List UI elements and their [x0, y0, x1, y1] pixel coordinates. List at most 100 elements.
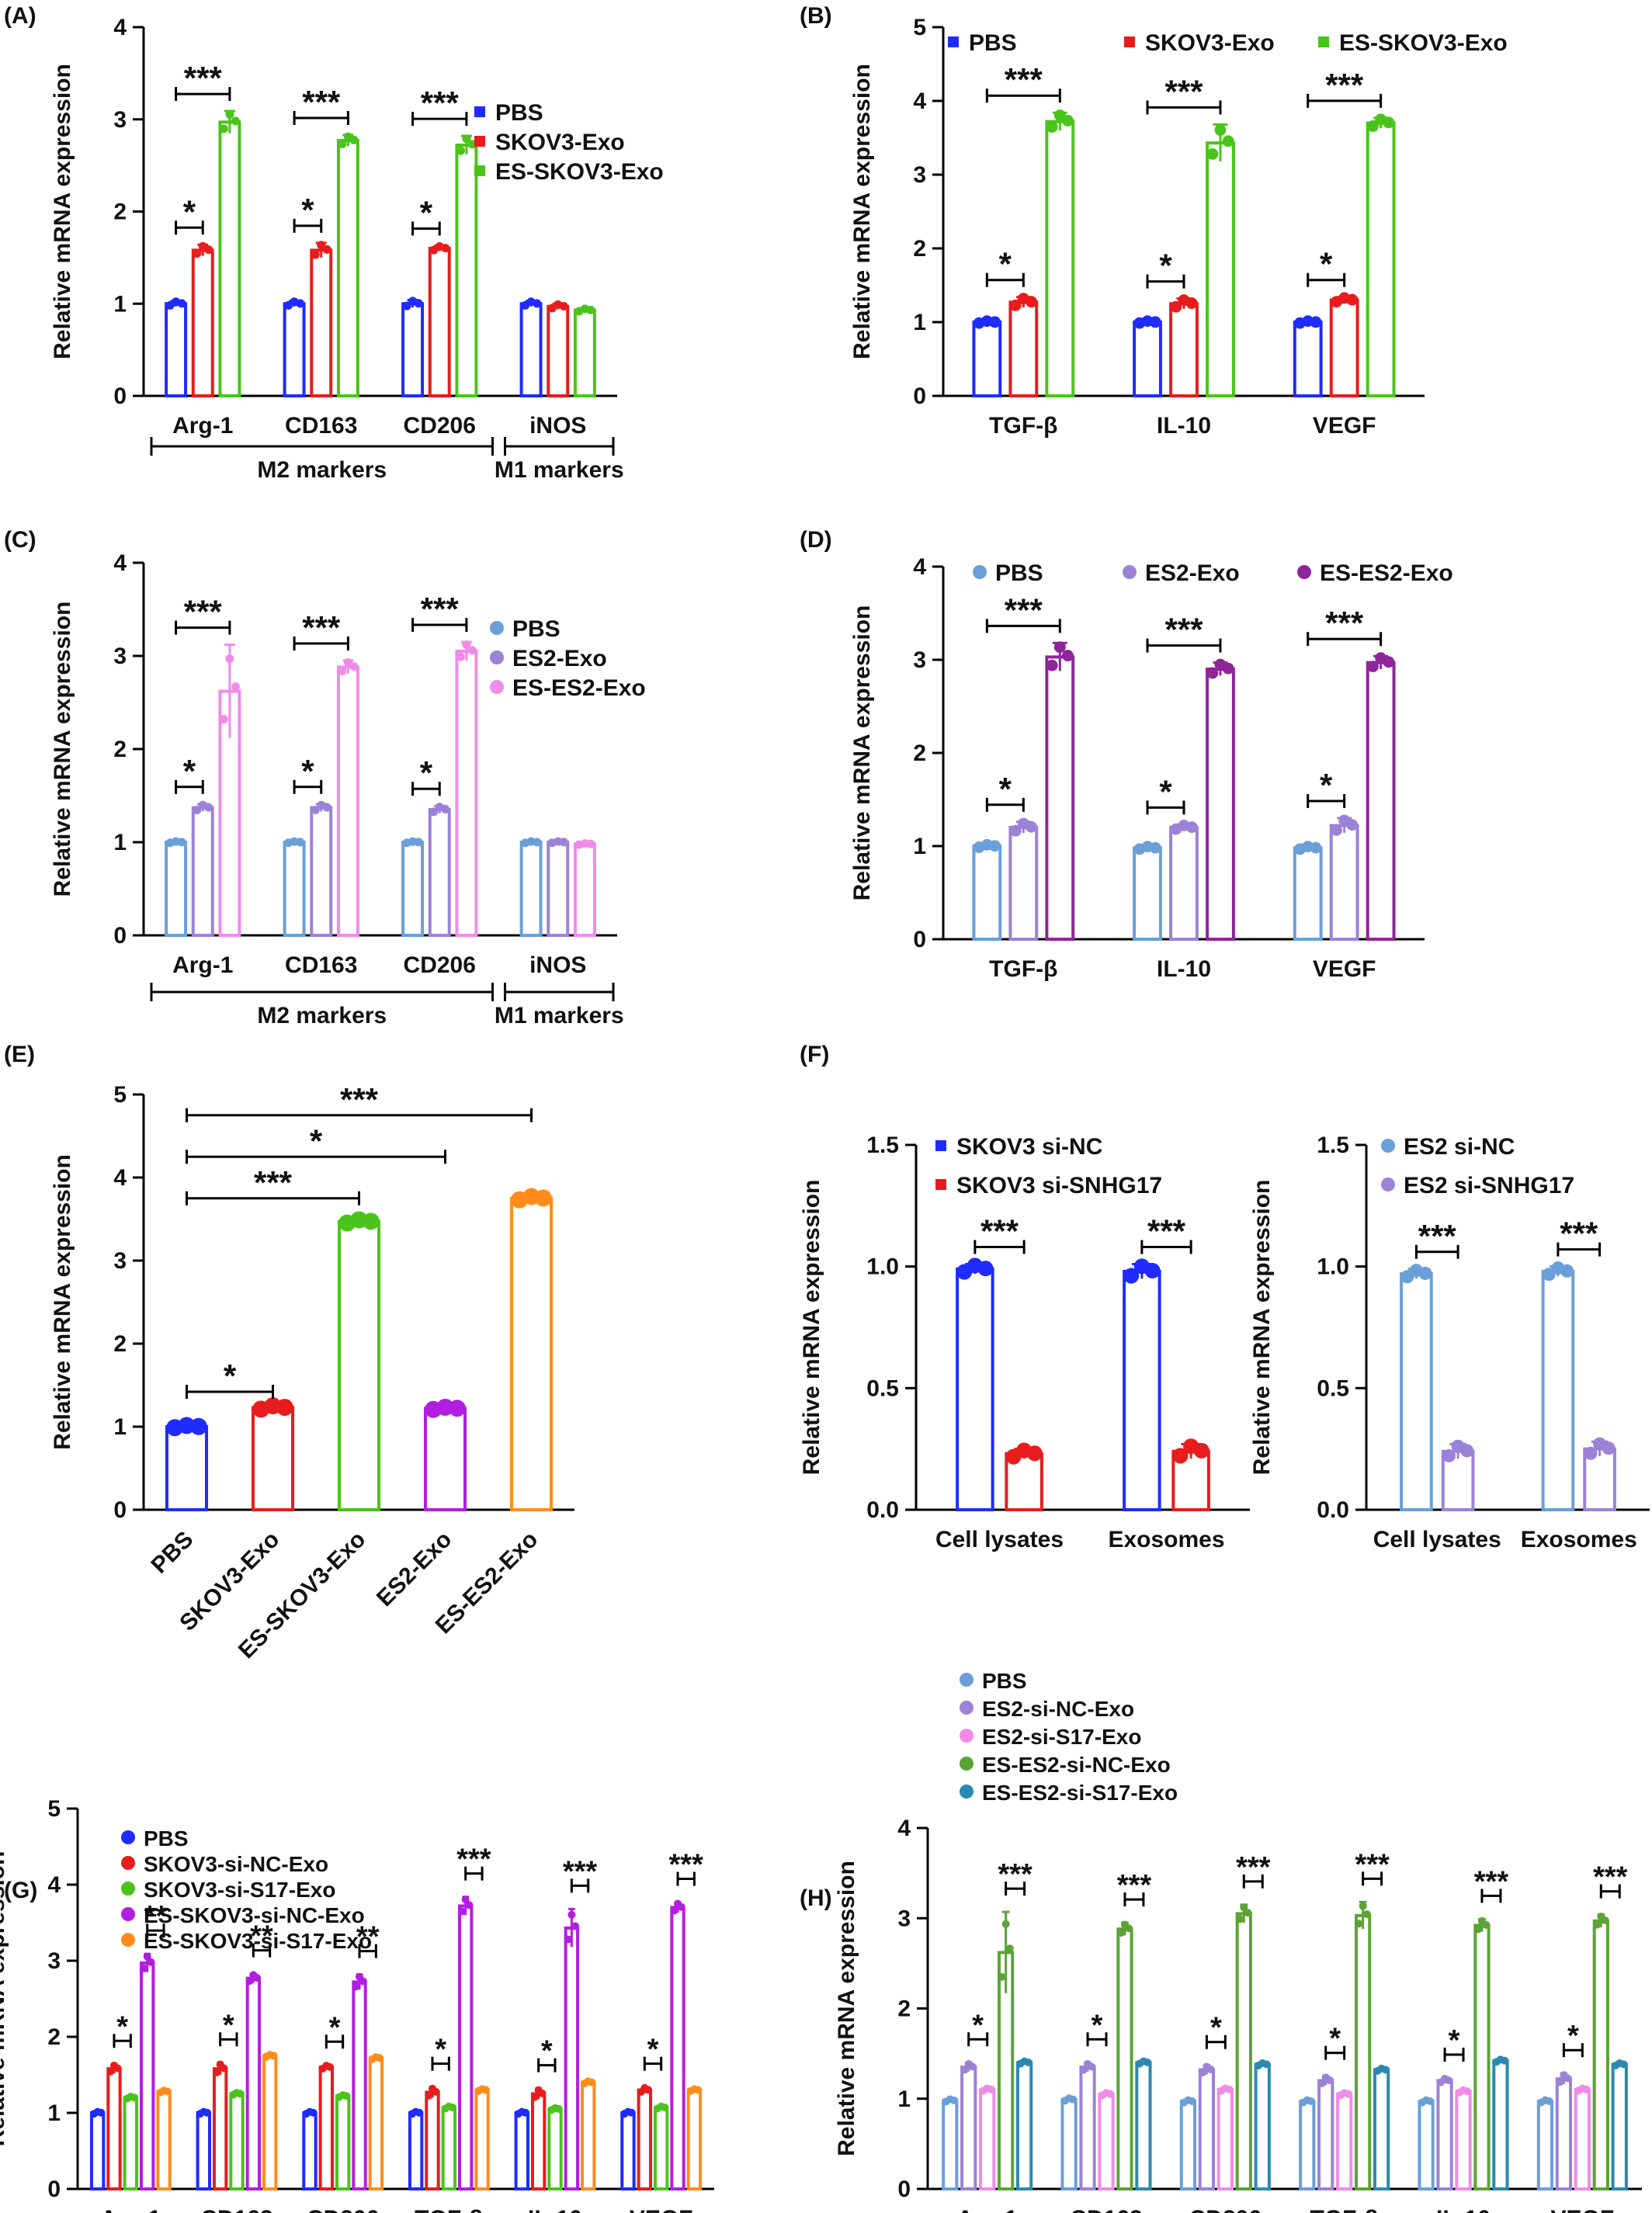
legend-swatch	[490, 650, 504, 664]
data-point	[362, 1212, 380, 1230]
data-point	[1426, 2097, 1435, 2106]
data-point	[1501, 2056, 1509, 2065]
data-point	[534, 1189, 552, 1207]
y-tick-label: 4	[113, 1165, 127, 1191]
bar	[408, 2111, 424, 2190]
sig-label: ***	[254, 1164, 293, 1201]
data-point	[977, 1261, 994, 1277]
y-tick-label: 2	[897, 1996, 911, 2022]
data-point	[441, 805, 450, 814]
data-point	[269, 2052, 278, 2060]
data-point	[338, 139, 347, 148]
x-tick-label: CD206	[307, 2206, 379, 2213]
sig-label: ***	[1355, 1848, 1390, 1881]
data-point	[296, 299, 305, 308]
data-point	[586, 305, 595, 314]
bar	[1592, 1919, 1609, 2191]
legend-label: PBS	[495, 100, 543, 126]
data-point	[359, 1977, 367, 1986]
bar	[1299, 2100, 1316, 2191]
data-point	[432, 2087, 440, 2096]
bar	[1135, 2061, 1152, 2190]
data-point	[1062, 115, 1074, 127]
data-point	[538, 2089, 547, 2097]
data-point	[147, 1958, 155, 1966]
legend-swatch	[960, 1673, 974, 1687]
bar	[1293, 321, 1323, 397]
legend-label: ES-ES2-si-S17-Exo	[982, 1781, 1178, 1805]
data-point	[533, 838, 542, 847]
data-point	[97, 2108, 106, 2117]
x-tick-label: CD163	[285, 952, 357, 978]
y-tick-label: 2	[113, 1331, 127, 1357]
legend-swatch	[1123, 565, 1137, 579]
bar	[581, 2080, 596, 2191]
sig-label: ***	[1164, 612, 1203, 648]
data-point	[1556, 2078, 1564, 2086]
data-point	[414, 299, 423, 308]
legend-swatch	[474, 106, 485, 117]
data-point	[1601, 1916, 1609, 1924]
bar	[956, 1267, 994, 1512]
data-point	[1383, 656, 1395, 668]
sig-label: ***	[302, 84, 341, 120]
y-tick-label: 4	[113, 15, 127, 40]
legend-label: ES-SKOV3-Exo	[1339, 30, 1508, 56]
bar	[423, 1407, 467, 1511]
data-point	[219, 715, 228, 724]
sig-label: ***	[1147, 1213, 1186, 1250]
bar	[337, 1219, 381, 1511]
data-point	[1560, 1264, 1574, 1278]
bar	[1366, 121, 1396, 397]
y-tick-label: 0	[113, 383, 127, 409]
legend-label: ES2-si-NC-Exo	[982, 1697, 1134, 1721]
bar	[1541, 1269, 1575, 1512]
data-point	[989, 316, 1001, 328]
sig-label: *	[1159, 248, 1172, 284]
legend-swatch	[474, 136, 485, 147]
y-tick-label: 3	[113, 1248, 127, 1274]
data-point	[140, 1964, 148, 1972]
sig-label: *	[435, 2034, 446, 2066]
sig-label: ***	[302, 609, 341, 646]
data-point	[1001, 1920, 1010, 1928]
bar	[1329, 298, 1359, 397]
bar	[1133, 846, 1162, 942]
x-tick-label: VEGF	[1550, 2206, 1614, 2213]
bar	[165, 1425, 209, 1511]
data-point	[1367, 661, 1379, 673]
x-tick-label: Exosomes	[1108, 1527, 1224, 1552]
data-point	[245, 1977, 254, 1986]
y-tick-label: 0	[47, 2177, 61, 2202]
group-label: M2 markers	[257, 1003, 387, 1028]
bar	[1045, 120, 1075, 397]
legend-label: ES-ES2-Exo	[512, 675, 646, 701]
y-tick-label: 1	[113, 1414, 127, 1440]
panel-label: (A)	[4, 3, 36, 29]
data-point	[1307, 2097, 1315, 2106]
data-point	[296, 838, 305, 847]
data-point	[1149, 316, 1161, 328]
data-point	[1026, 1445, 1043, 1462]
data-point	[193, 249, 202, 258]
bar	[283, 302, 306, 397]
x-tick-label: CD163	[200, 2206, 272, 2213]
data-point	[1463, 2087, 1472, 2096]
sig-label: ***	[1560, 1216, 1598, 1252]
panel-b: (B) 0 1 2 3 4 5 Relative mRNA expression TGF-β IL…	[800, 3, 1508, 439]
bar	[251, 1406, 295, 1512]
bar	[352, 1980, 367, 2190]
bar	[670, 1906, 685, 2190]
panel-d: (D) 0 1 2 3 4 Relative mRNA expression TGF-β IL-…	[800, 527, 1453, 982]
data-point	[467, 646, 477, 655]
data-point	[1331, 824, 1342, 836]
y-tick-label: 1.0	[1317, 1254, 1349, 1280]
sig-label: ***	[340, 1081, 379, 1118]
legend-swatch	[490, 680, 504, 694]
sig-label: ***	[1325, 605, 1364, 641]
sig-label: *	[301, 192, 314, 228]
legend-swatch	[960, 1757, 974, 1771]
data-point	[1106, 2090, 1115, 2098]
data-point	[588, 2078, 596, 2086]
bar	[283, 841, 306, 937]
